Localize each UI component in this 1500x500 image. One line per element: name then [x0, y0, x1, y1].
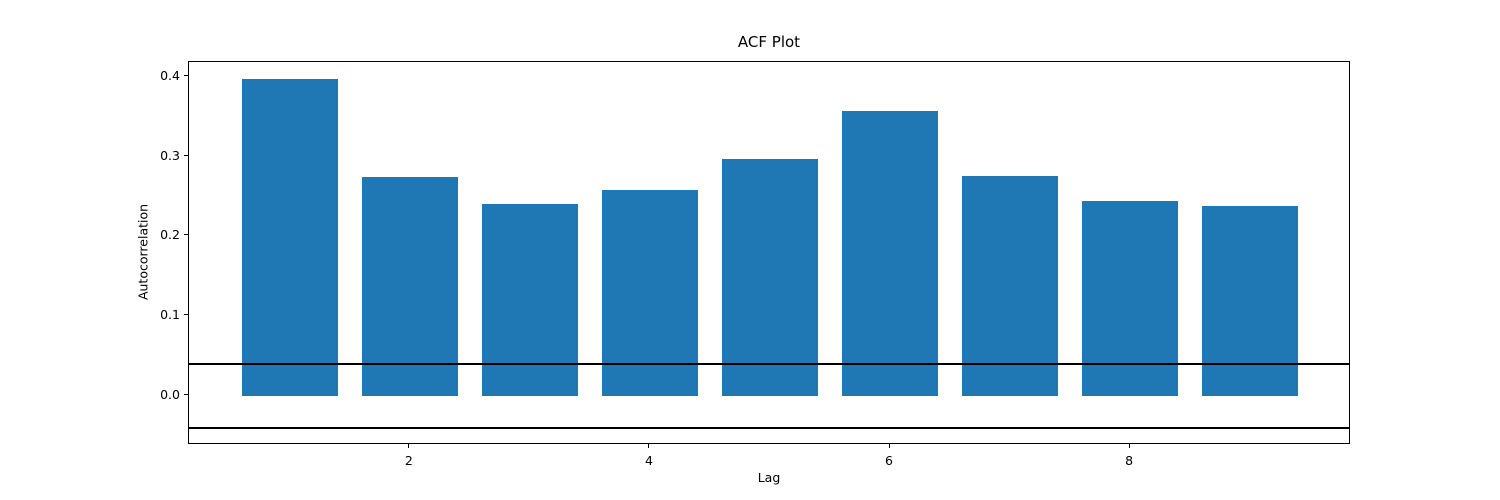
y-tick-label: 0.2: [160, 227, 180, 243]
y-tick-mark: [184, 234, 188, 236]
x-tick-mark: [1128, 444, 1130, 448]
x-tick-label: 2: [404, 453, 413, 468]
acf-bar-lag-3: [481, 203, 578, 396]
acf-bar-lag-7: [962, 176, 1059, 396]
y-axis-label-text: Autocorrelation: [135, 203, 151, 301]
x-tick-mark: [648, 444, 650, 448]
x-tick-label: 8: [1125, 453, 1134, 468]
acf-bar-lag-2: [361, 176, 458, 396]
acf-bar-lag-8: [1082, 200, 1179, 396]
y-tick-mark: [184, 394, 188, 396]
y-tick-label: 0.3: [160, 147, 180, 163]
y-tick-mark: [184, 74, 188, 76]
y-tick-label: 0.4: [160, 67, 180, 83]
x-tick-mark: [408, 444, 410, 448]
y-tick-mark: [184, 314, 188, 316]
acf-bar-lag-1: [241, 78, 338, 396]
y-tick-label: 0.1: [160, 307, 180, 323]
acf-bar-lag-4: [601, 190, 698, 396]
x-axis-label: Lag: [757, 470, 781, 485]
x-tick-label: 4: [644, 453, 653, 468]
y-tick-mark: [184, 154, 188, 156]
acf-bar-lag-6: [842, 110, 939, 396]
confidence-line-upper: [189, 362, 1349, 365]
y-tick-label: 0.0: [160, 387, 180, 403]
acf-bar-lag-9: [1202, 206, 1299, 396]
plot-area: [188, 61, 1350, 444]
confidence-line-lower: [189, 426, 1349, 429]
x-tick-label: 6: [885, 453, 893, 468]
chart-title: ACF Plot: [737, 33, 801, 51]
acf-bar-lag-5: [721, 159, 818, 396]
x-tick-mark: [888, 444, 890, 448]
